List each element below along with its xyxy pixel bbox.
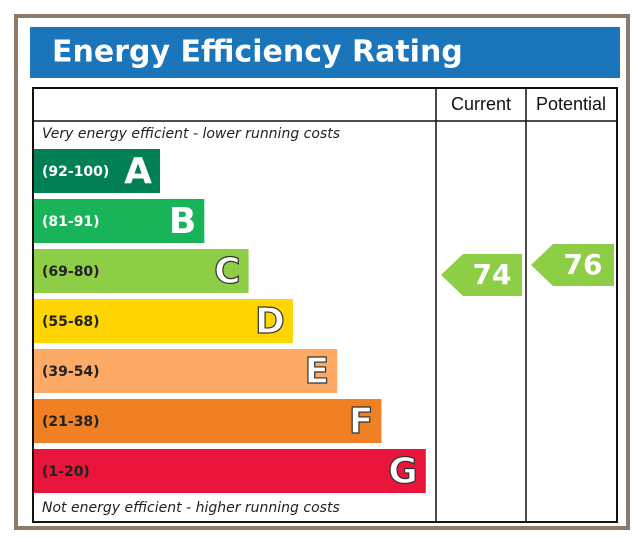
band-letter: B — [169, 201, 196, 242]
band-bar — [34, 149, 160, 193]
band-letter: E — [305, 351, 330, 392]
table — [32, 87, 618, 523]
band-range: (69-80) — [42, 264, 100, 280]
potential-rating: 76 — [564, 248, 603, 281]
band-letter: C — [214, 251, 240, 292]
band-bar — [34, 349, 338, 393]
current-rating: 74 — [473, 258, 512, 291]
band-bar — [34, 249, 249, 293]
band-range: (1-20) — [42, 464, 90, 480]
band-range: (21-38) — [42, 414, 100, 430]
band-range: (39-54) — [42, 364, 100, 380]
band-bar — [34, 199, 205, 243]
band-letter: A — [124, 151, 152, 192]
column-header: Current — [451, 94, 511, 114]
potential-arrow — [531, 244, 614, 286]
band-range: (55-68) — [42, 314, 100, 330]
band-bar — [34, 299, 293, 343]
top-note: Very energy efficient - lower running co… — [42, 126, 340, 142]
band-bar — [34, 399, 382, 443]
title: Energy Efficiency Rating — [52, 35, 463, 70]
band-range: (81-91) — [42, 214, 100, 230]
column-header: Potential — [536, 94, 606, 114]
band-letter: F — [349, 401, 374, 442]
current-arrow — [441, 254, 522, 296]
bottom-note: Not energy efficient - higher running co… — [42, 500, 340, 516]
band-range: (92-100) — [42, 164, 109, 180]
band-bar — [34, 449, 426, 493]
band-letter: D — [255, 301, 285, 342]
band-letter: G — [388, 451, 418, 492]
title-bar — [30, 27, 620, 78]
